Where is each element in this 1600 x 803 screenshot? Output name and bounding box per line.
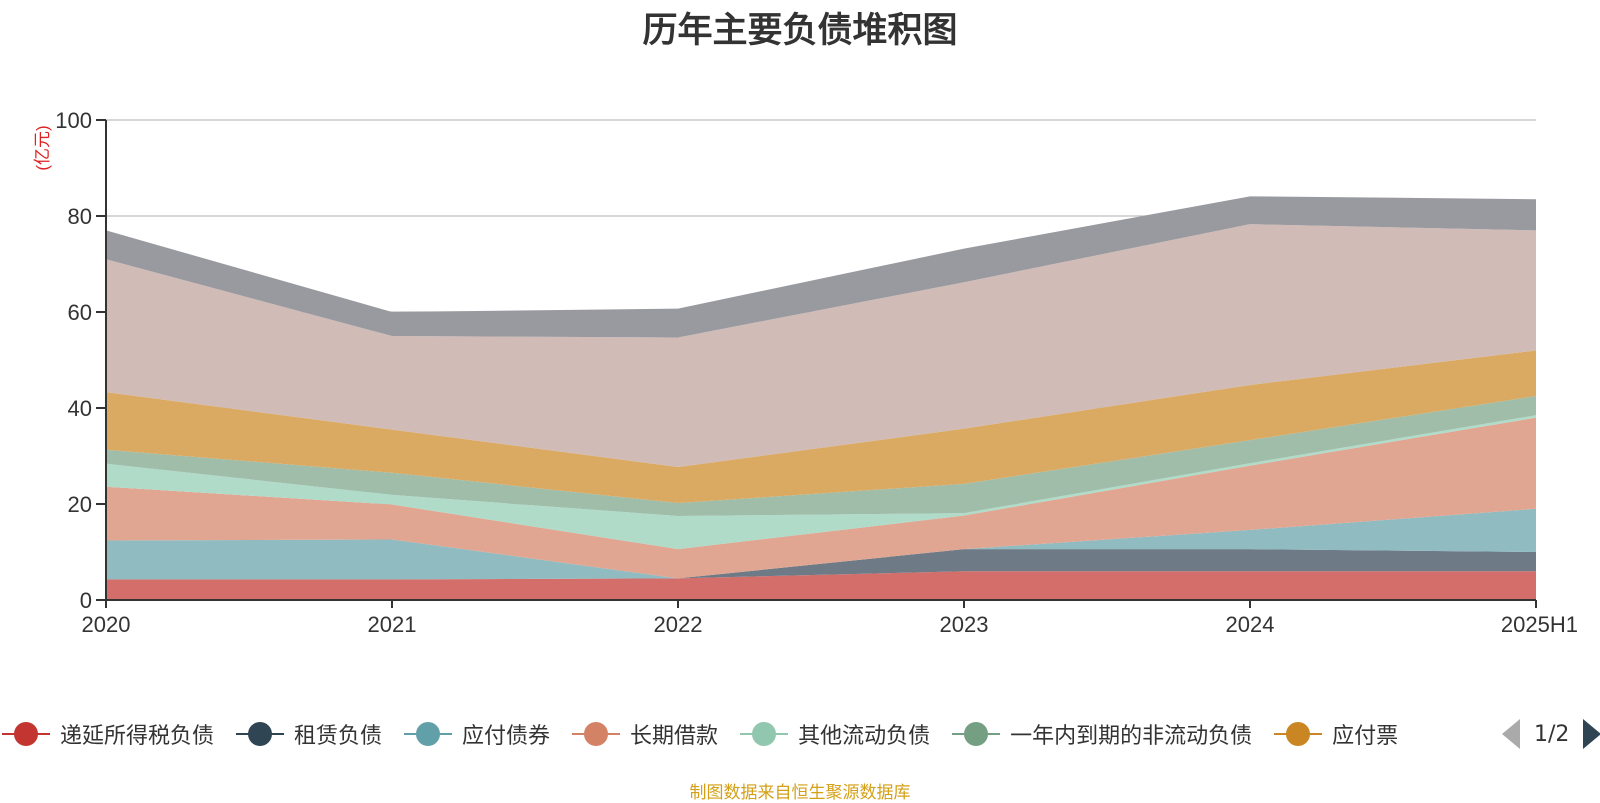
- legend-marker-icon: [1274, 721, 1323, 747]
- legend-item[interactable]: 长期借款: [572, 718, 718, 750]
- legend-label: 应付债券: [462, 724, 551, 749]
- area-series-1: [106, 549, 1536, 580]
- legend-dot: [752, 722, 777, 746]
- legend-page-indicator: 1/2: [1534, 721, 1570, 747]
- area-series-0: [106, 571, 1536, 600]
- area-series-2: [106, 508, 1536, 580]
- legend-dot: [964, 722, 989, 746]
- y-tick-label: 100: [55, 108, 92, 133]
- legend-marker-icon: [952, 721, 1001, 747]
- legend-item[interactable]: 一年内到期的非流动负债: [952, 718, 1252, 750]
- area-series-6: [106, 350, 1536, 504]
- legend-label: 递延所得税负债: [60, 724, 215, 749]
- source-note: 制图数据来自恒生聚源数据库: [689, 783, 911, 803]
- y-tick-label: 20: [68, 492, 92, 517]
- x-tick-label: 2021: [368, 612, 417, 637]
- x-tick-label: 2020: [82, 612, 131, 637]
- legend-prev-page-icon[interactable]: [1502, 719, 1520, 749]
- area-series: [106, 196, 1536, 600]
- chart-title: 历年主要负债堆积图: [642, 11, 958, 51]
- legend-item[interactable]: 应付债券: [404, 718, 550, 750]
- legend-dot: [248, 722, 273, 746]
- legend-dot: [416, 722, 441, 746]
- area-series-5: [106, 396, 1536, 516]
- legend-dot: [584, 722, 609, 746]
- area-series-3: [106, 417, 1536, 579]
- y-tick-label: 0: [80, 588, 92, 613]
- legend-item[interactable]: 其他流动负债: [740, 718, 930, 750]
- legend-item[interactable]: 递延所得税负债: [2, 718, 214, 750]
- legend-marker-icon: [404, 721, 453, 747]
- y-axis-unit-label: (亿元): [33, 125, 52, 170]
- legend-dot: [1286, 722, 1311, 746]
- legend-next-page-icon[interactable]: [1583, 719, 1600, 749]
- legend-marker-icon: [2, 721, 50, 747]
- legend-label: 长期借款: [630, 724, 719, 749]
- area-series-8: [106, 196, 1536, 338]
- legend-dot: [14, 722, 38, 746]
- y-tick-label: 60: [68, 300, 92, 325]
- legend-item[interactable]: 应付票: [1274, 718, 1398, 750]
- legend-pager: 1/2: [1502, 718, 1600, 750]
- legend: 递延所得税负债 租赁负债 应付债券 长期借款 其他流动负债 一年内到期的非流动负债 应付票: [0, 716, 1600, 752]
- x-tick-label: 2024: [1226, 612, 1275, 637]
- x-tick-label: 2025H1: [1501, 612, 1578, 637]
- x-tick-label: 2022: [654, 612, 703, 637]
- legend-label: 租赁负债: [294, 724, 383, 749]
- axes: 0 20 40 60 80 100 2020 2021 2022 2023 2024 2025H1: [55, 108, 1578, 637]
- legend-label: 其他流动负债: [798, 724, 931, 749]
- legend-marker-icon: [236, 721, 285, 747]
- legend-item[interactable]: 租赁负债: [236, 718, 382, 750]
- x-tick-label: 2023: [940, 612, 989, 637]
- legend-marker-icon: [740, 721, 789, 747]
- legend-label: 一年内到期的非流动负债: [1010, 724, 1253, 749]
- y-tick-label: 80: [68, 204, 92, 229]
- y-tick-label: 40: [68, 396, 92, 421]
- legend-marker-icon: [572, 721, 621, 747]
- area-series-7: [106, 224, 1536, 468]
- area-series-4: [106, 415, 1536, 550]
- legend-label: 应付票: [1332, 724, 1399, 749]
